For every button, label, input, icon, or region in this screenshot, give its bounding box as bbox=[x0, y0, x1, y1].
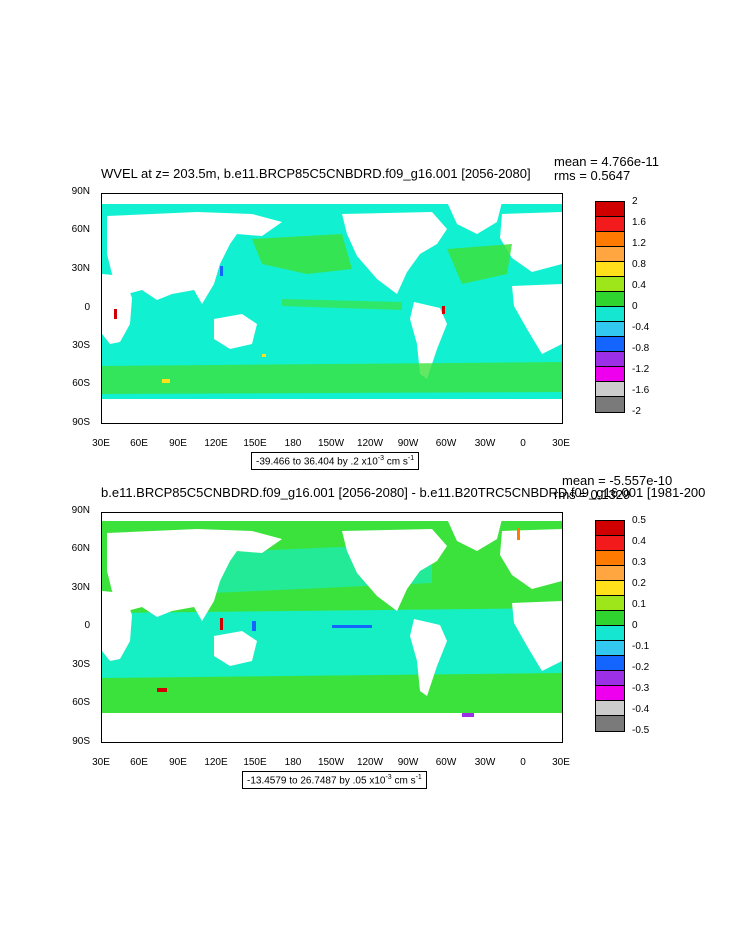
lat-label: 60N bbox=[71, 543, 90, 554]
colorbar-label: 1.2 bbox=[632, 238, 646, 249]
lon-label: 120W bbox=[356, 757, 384, 768]
panel-title: b.e11.BRCP85C5CNBDRD.f09_g16.001 [2056-2… bbox=[101, 485, 706, 500]
colorbar bbox=[595, 520, 625, 732]
lon-label: 60W bbox=[435, 757, 457, 768]
lon-label: 60E bbox=[130, 757, 148, 768]
lon-label: 150E bbox=[243, 438, 267, 449]
lon-label: 180 bbox=[284, 438, 302, 449]
range-label: -13.4579 to 26.7487 by .05 x10-3 cm s-1 bbox=[242, 771, 427, 790]
lat-label: 30N bbox=[71, 582, 90, 593]
lon-label: 90W bbox=[397, 757, 419, 768]
lon-label: 30E bbox=[92, 757, 110, 768]
land-greenland bbox=[447, 202, 502, 234]
land-europe bbox=[500, 212, 562, 272]
land-south-america bbox=[410, 619, 447, 696]
lat-label: 90S bbox=[72, 736, 90, 747]
colorbar-label: -0.5 bbox=[632, 725, 650, 736]
lat-label: 90S bbox=[72, 417, 90, 428]
land-australia bbox=[214, 631, 257, 666]
map-plot bbox=[101, 193, 563, 424]
land-europe bbox=[500, 529, 562, 589]
land-africa-east bbox=[512, 284, 562, 354]
colorbar-label: -0.4 bbox=[632, 322, 650, 333]
colorbar-label: 2 bbox=[632, 196, 638, 207]
lat-label: 60N bbox=[71, 224, 90, 235]
colorbar-label: 0.1 bbox=[632, 599, 646, 610]
lon-label: 0 bbox=[520, 438, 526, 449]
colorbar-label: -0.2 bbox=[632, 662, 650, 673]
lat-label: 0 bbox=[84, 620, 90, 631]
land-north-america bbox=[342, 529, 447, 611]
lon-label: 30W bbox=[474, 438, 496, 449]
lon-label: 90W bbox=[397, 438, 419, 449]
colorbar-label: -0.4 bbox=[632, 704, 650, 715]
colorbar-label: 0.3 bbox=[632, 557, 646, 568]
map-plot bbox=[101, 512, 563, 743]
colorbar-label: 0.4 bbox=[632, 536, 646, 547]
stats-rms: rms = 0.1329 bbox=[554, 487, 631, 502]
land-north-america bbox=[342, 212, 447, 294]
lat-label: 90N bbox=[71, 186, 90, 197]
lon-label: 150W bbox=[317, 757, 345, 768]
land-asia bbox=[107, 212, 282, 304]
colorbar-label: 0.8 bbox=[632, 259, 646, 270]
stats-rms: rms = 0.5647 bbox=[554, 168, 631, 183]
lon-label: 120W bbox=[356, 438, 384, 449]
lon-label: 30W bbox=[474, 757, 496, 768]
lon-label: 150E bbox=[243, 757, 267, 768]
lon-label: 90E bbox=[169, 757, 187, 768]
lat-label: 60S bbox=[72, 378, 90, 389]
colorbar-label: -0.1 bbox=[632, 641, 650, 652]
colorbar-label: 0.5 bbox=[632, 515, 646, 526]
ocean-map bbox=[102, 194, 562, 423]
lon-label: 180 bbox=[284, 757, 302, 768]
colorbar-label: -2 bbox=[632, 406, 641, 417]
colorbar-label: 0.2 bbox=[632, 578, 646, 589]
lat-label: 90N bbox=[71, 505, 90, 516]
lon-label: 60W bbox=[435, 438, 457, 449]
land-africa-east bbox=[512, 601, 562, 671]
lon-label: 30E bbox=[552, 757, 570, 768]
lon-label: 30E bbox=[92, 438, 110, 449]
panel-1: WVEL at z= 203.5m, b.e11.BRCP85C5CNBDRD.… bbox=[0, 0, 733, 471]
lon-label: 150W bbox=[317, 438, 345, 449]
colorbar-label: 0.4 bbox=[632, 280, 646, 291]
lat-label: 0 bbox=[84, 302, 90, 313]
colorbar-label: 1.6 bbox=[632, 217, 646, 228]
land-arctic bbox=[102, 194, 562, 204]
stats-mean: mean = 4.766e-11 bbox=[554, 154, 659, 169]
lon-label: 90E bbox=[169, 438, 187, 449]
land-south-america bbox=[410, 302, 447, 379]
lon-label: 0 bbox=[520, 757, 526, 768]
land-antarctica bbox=[102, 399, 562, 423]
land-africa bbox=[102, 591, 132, 661]
lon-label: 120E bbox=[204, 757, 228, 768]
lat-label: 30N bbox=[71, 263, 90, 274]
colorbar-label: 0 bbox=[632, 301, 638, 312]
colorbar-label: -0.8 bbox=[632, 343, 650, 354]
colorbar-label: 0 bbox=[632, 620, 638, 631]
land-asia bbox=[107, 529, 282, 621]
lat-label: 60S bbox=[72, 697, 90, 708]
range-label: -39.466 to 36.404 by .2 x10-3 cm s-1 bbox=[251, 452, 420, 471]
land-australia bbox=[214, 314, 257, 349]
colorbar bbox=[595, 201, 625, 413]
land-antarctica bbox=[102, 713, 562, 742]
ocean-map bbox=[102, 513, 562, 742]
lon-label: 60E bbox=[130, 438, 148, 449]
colorbar-label: -1.2 bbox=[632, 364, 650, 375]
lon-label: 30E bbox=[552, 438, 570, 449]
stats-mean: mean = -5.557e-10 bbox=[562, 473, 673, 488]
panel-title: WVEL at z= 203.5m, b.e11.BRCP85C5CNBDRD.… bbox=[101, 166, 531, 181]
lon-label: 120E bbox=[204, 438, 228, 449]
colorbar-label: -1.6 bbox=[632, 385, 650, 396]
lat-label: 30S bbox=[72, 659, 90, 670]
lat-label: 30S bbox=[72, 340, 90, 351]
land-greenland bbox=[447, 519, 502, 551]
colorbar-label: -0.3 bbox=[632, 683, 650, 694]
